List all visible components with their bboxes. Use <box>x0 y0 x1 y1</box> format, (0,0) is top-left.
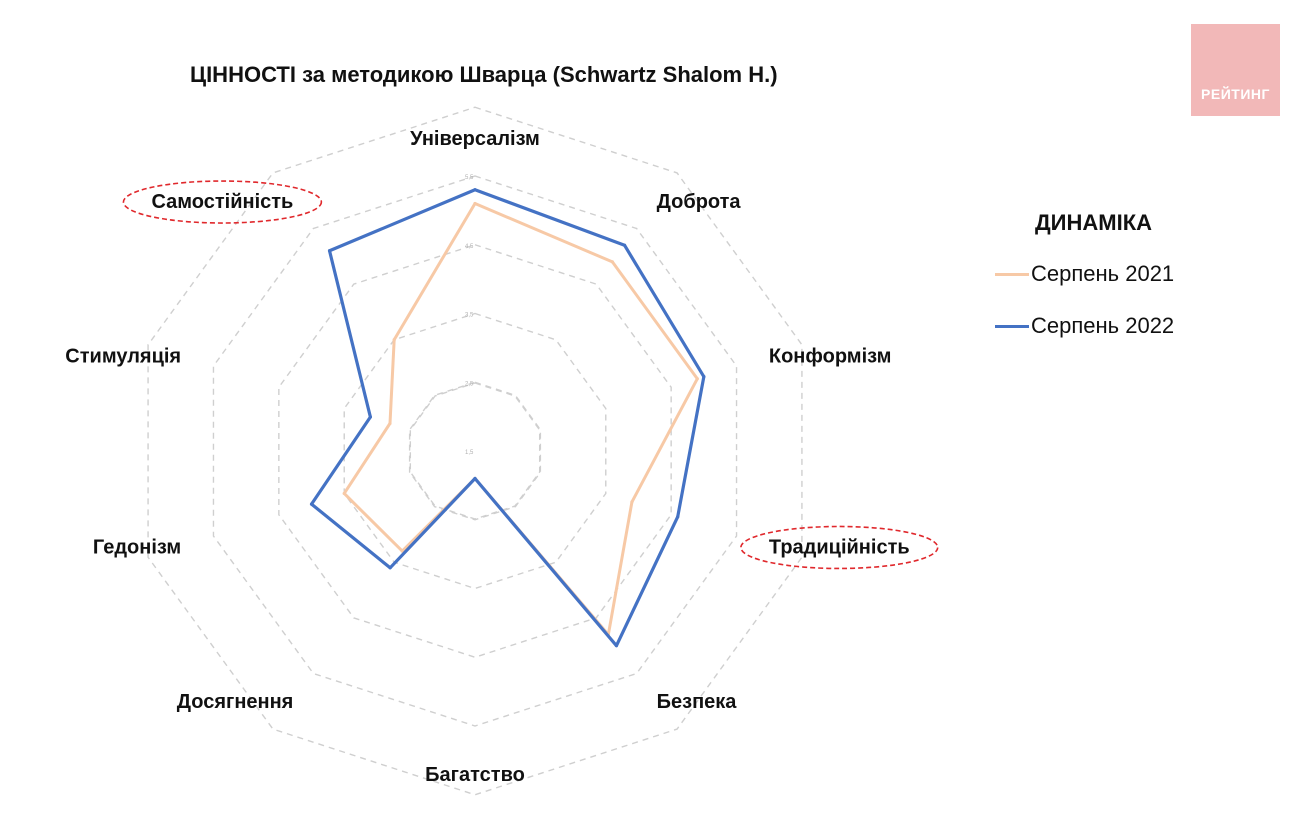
data-point <box>695 377 699 381</box>
axis-label: Конформізм <box>769 346 892 368</box>
highlight-ellipse <box>122 180 323 224</box>
axis-label: Багатство <box>425 764 525 786</box>
legend-item-2021: Серпень 2021 <box>995 260 1174 288</box>
axis-label: Універсалізм <box>410 128 540 150</box>
series-line-2021 <box>342 202 699 637</box>
logo-text: РЕЙТИНГ <box>1201 86 1270 102</box>
data-point <box>388 421 392 425</box>
legend: ДИНАМІКА Серпень 2021 Серпень 2022 <box>995 210 1174 364</box>
legend-title: ДИНАМІКА <box>1035 210 1153 235</box>
data-point <box>392 338 396 342</box>
data-point <box>473 476 477 481</box>
tick-label: 1,5 <box>465 450 474 456</box>
chart-title: ЦІННОСТІ за методикою Шварца (Schwartz S… <box>190 62 778 87</box>
grid-ring <box>343 312 607 590</box>
grid-ring <box>147 106 803 796</box>
axis-label: Самостійність <box>151 191 293 213</box>
data-point <box>473 201 477 206</box>
data-point <box>630 500 634 504</box>
tick-label: 5,5 <box>465 175 474 181</box>
axis-label: Безпека <box>657 691 738 713</box>
data-point <box>342 491 346 496</box>
data-point <box>622 243 627 247</box>
tick-label: 2,5 <box>465 381 474 387</box>
data-point <box>614 644 619 648</box>
highlight-ellipse <box>740 525 939 570</box>
data-point <box>368 415 372 419</box>
legend-swatch-2022 <box>995 324 1029 328</box>
axis-label: Гедонізм <box>93 536 181 558</box>
data-point <box>327 249 332 253</box>
tick-label: 4,5 <box>465 244 474 250</box>
data-point <box>309 502 314 506</box>
data-point <box>473 188 477 192</box>
grid-ring <box>212 175 738 727</box>
grid-ring <box>278 244 672 658</box>
data-point <box>610 260 614 264</box>
axis-label: Традиційність <box>769 536 910 558</box>
tick-label: 3,5 <box>465 313 474 319</box>
data-point <box>702 375 706 379</box>
axis-label: Доброта <box>657 191 742 213</box>
data-point <box>388 566 392 570</box>
grid-ring-inner <box>409 382 541 520</box>
grid-ring <box>408 381 542 521</box>
data-point <box>676 515 680 519</box>
legend-swatch-2021 <box>995 272 1029 276</box>
legend-item-2022: Серпень 2022 <box>995 312 1174 340</box>
legend-label-2022: Серпень 2022 <box>1031 313 1175 338</box>
axis-label: Досягнення <box>177 691 294 713</box>
legend-label-2021: Серпень 2021 <box>1031 261 1175 286</box>
axis-label: Стимуляція <box>65 346 181 368</box>
logo: РЕЙТИНГ <box>1191 24 1280 116</box>
